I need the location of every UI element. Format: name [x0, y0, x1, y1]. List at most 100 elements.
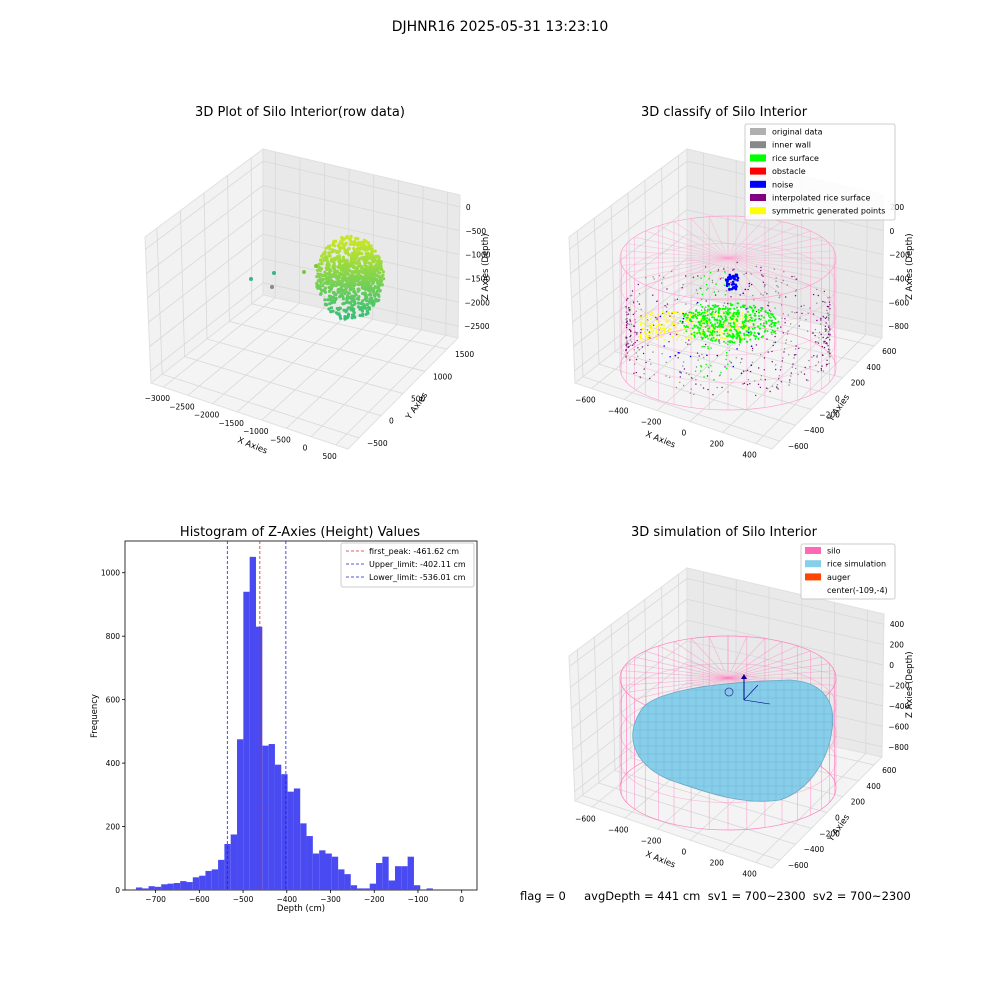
wall-point: [630, 344, 632, 346]
raw-point: [320, 262, 324, 266]
wall-point: [635, 358, 638, 361]
noise-point: [731, 280, 735, 284]
wall-point: [785, 339, 787, 341]
rice-point: [710, 337, 713, 340]
rice-point: [771, 321, 774, 324]
histogram-bar: [255, 626, 263, 890]
wall-point: [665, 306, 668, 308]
symmetric-point: [677, 330, 679, 333]
wall-point: [827, 332, 830, 335]
rice-surface-shape: [632, 679, 834, 802]
symmetric-point: [639, 337, 642, 340]
wall-point: [630, 334, 632, 337]
rice-point: [730, 325, 733, 328]
rice-point: [753, 306, 756, 309]
rice-point: [693, 324, 696, 327]
wall-point: [634, 312, 636, 314]
raw-point: [363, 287, 367, 291]
x-tick-label: −600: [575, 815, 596, 824]
wall-point: [816, 302, 818, 304]
raw-point: [340, 276, 344, 281]
outlier-point: [272, 271, 276, 275]
raw-point: [349, 264, 353, 268]
raw-point: [361, 291, 365, 296]
rice-point: [706, 322, 709, 325]
wall-point: [633, 349, 635, 351]
raw-point: [345, 235, 349, 239]
silo-roof-spoke: [727, 225, 798, 259]
silo-roof-spoke: [727, 641, 783, 679]
y-tick-labels: 0 200 400 600 800 1000: [101, 569, 125, 895]
legend-label: Upper_limit: -402.11 cm: [369, 560, 466, 569]
raw-point: [329, 278, 333, 282]
silo-roof-spoke: [634, 257, 729, 280]
wall-point: [688, 373, 690, 376]
z-tick-labels: 0 −500 −1000 −1500 −2000 −2500: [464, 203, 491, 331]
rice-point: [754, 338, 757, 340]
wall-point: [760, 269, 762, 272]
wall-point: [775, 277, 777, 279]
raw-point: [338, 272, 342, 276]
symmetric-point: [674, 323, 676, 326]
raw-point: [344, 276, 348, 280]
rice-point: [725, 306, 727, 308]
noise-point: [745, 308, 747, 310]
raw-point: [363, 248, 367, 252]
wall-point: [823, 316, 825, 319]
wall-point: [826, 363, 828, 366]
wall-point: [771, 350, 773, 353]
x-tick-label: −2500: [169, 402, 195, 411]
rice-point: [776, 327, 779, 330]
wall-point: [656, 318, 658, 320]
raw-point: [316, 268, 320, 272]
wall-point: [657, 333, 659, 336]
symmetric-point: [687, 321, 689, 324]
raw-point: [353, 282, 357, 286]
rice-point: [752, 309, 755, 312]
wall-point: [685, 372, 688, 374]
symmetric-point: [741, 337, 743, 339]
rice-point: [764, 329, 767, 332]
raw-point: [365, 273, 369, 277]
noise-point: [682, 320, 684, 323]
rice-point: [700, 319, 703, 322]
y-tick-label: −200: [819, 410, 840, 419]
symmetric-point: [660, 336, 663, 339]
wall-point: [783, 271, 785, 273]
rice-point: [736, 334, 739, 337]
rice-point: [713, 378, 715, 381]
raw-point: [370, 249, 374, 253]
histogram-bar: [388, 880, 395, 890]
y-axis-label: Frequency: [90, 694, 100, 738]
symmetric-point: [645, 332, 648, 335]
symmetric-point: [730, 312, 733, 315]
raw-point: [379, 267, 383, 272]
wall-point: [626, 317, 628, 320]
histogram-bar: [205, 870, 212, 890]
rice-point: [744, 315, 746, 318]
rice-point: [707, 346, 709, 348]
rice-point: [721, 318, 724, 321]
wall-point: [674, 299, 676, 301]
rice-point: [699, 370, 702, 372]
wall-point: [628, 329, 631, 331]
grid-line-z: [150, 282, 459, 372]
rice-point: [702, 316, 705, 319]
x-tick-label: −1500: [219, 419, 245, 428]
wall-point: [828, 317, 830, 320]
status-footer: flag = 0 avgDepth = 441 cm sv1 = 700~230…: [520, 889, 911, 903]
symmetric-point: [641, 327, 644, 330]
histogram-bar: [363, 888, 370, 890]
wall-point: [719, 278, 722, 280]
rice-point: [757, 308, 760, 311]
wall-point: [767, 351, 769, 353]
raw-point: [333, 292, 337, 296]
wall-point: [795, 278, 797, 280]
wall-point: [822, 300, 824, 303]
raw-point: [367, 300, 371, 304]
rice-point: [708, 278, 710, 280]
legend-swatch: [805, 573, 821, 581]
symmetric-point: [675, 311, 678, 313]
rice-point: [728, 334, 731, 337]
grid-line-x: [623, 160, 737, 400]
